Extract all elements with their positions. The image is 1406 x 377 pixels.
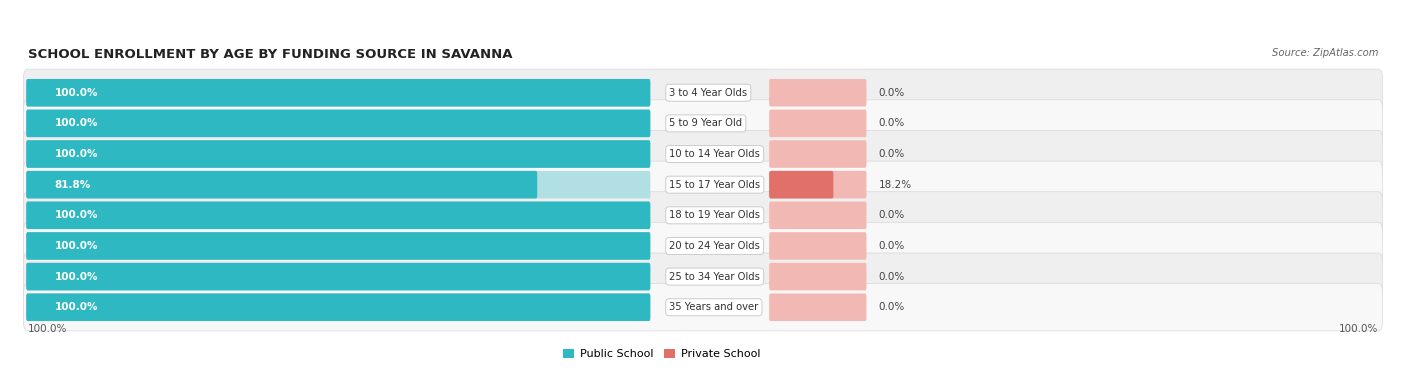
FancyBboxPatch shape [27, 171, 651, 198]
FancyBboxPatch shape [24, 161, 1382, 208]
Text: 100.0%: 100.0% [55, 118, 98, 129]
Text: 0.0%: 0.0% [879, 118, 905, 129]
FancyBboxPatch shape [27, 293, 651, 321]
FancyBboxPatch shape [769, 293, 866, 321]
Text: 0.0%: 0.0% [879, 88, 905, 98]
FancyBboxPatch shape [27, 263, 651, 290]
FancyBboxPatch shape [27, 263, 651, 290]
FancyBboxPatch shape [769, 110, 866, 137]
FancyBboxPatch shape [24, 69, 1382, 116]
FancyBboxPatch shape [769, 79, 866, 107]
FancyBboxPatch shape [769, 171, 834, 198]
FancyBboxPatch shape [769, 140, 866, 168]
FancyBboxPatch shape [24, 284, 1382, 331]
FancyBboxPatch shape [27, 293, 651, 321]
FancyBboxPatch shape [27, 110, 651, 137]
Text: 100.0%: 100.0% [55, 302, 98, 312]
FancyBboxPatch shape [769, 171, 866, 198]
Text: 0.0%: 0.0% [879, 210, 905, 220]
FancyBboxPatch shape [27, 140, 651, 168]
Text: 10 to 14 Year Olds: 10 to 14 Year Olds [669, 149, 761, 159]
FancyBboxPatch shape [769, 202, 866, 229]
FancyBboxPatch shape [24, 130, 1382, 178]
Text: 18.2%: 18.2% [879, 180, 911, 190]
Text: 0.0%: 0.0% [879, 302, 905, 312]
Text: 20 to 24 Year Olds: 20 to 24 Year Olds [669, 241, 761, 251]
Text: 100.0%: 100.0% [55, 88, 98, 98]
FancyBboxPatch shape [769, 263, 866, 290]
FancyBboxPatch shape [769, 232, 866, 260]
Text: 100.0%: 100.0% [55, 149, 98, 159]
FancyBboxPatch shape [27, 171, 537, 198]
FancyBboxPatch shape [27, 79, 651, 107]
Text: 100.0%: 100.0% [55, 271, 98, 282]
FancyBboxPatch shape [27, 202, 651, 229]
FancyBboxPatch shape [24, 222, 1382, 270]
Text: 5 to 9 Year Old: 5 to 9 Year Old [669, 118, 742, 129]
Text: 0.0%: 0.0% [879, 241, 905, 251]
Text: 35 Years and over: 35 Years and over [669, 302, 758, 312]
Text: 100.0%: 100.0% [1339, 324, 1378, 334]
Text: 15 to 17 Year Olds: 15 to 17 Year Olds [669, 180, 761, 190]
Text: SCHOOL ENROLLMENT BY AGE BY FUNDING SOURCE IN SAVANNA: SCHOOL ENROLLMENT BY AGE BY FUNDING SOUR… [28, 48, 512, 61]
FancyBboxPatch shape [27, 232, 651, 260]
Text: 18 to 19 Year Olds: 18 to 19 Year Olds [669, 210, 761, 220]
Text: 100.0%: 100.0% [55, 210, 98, 220]
FancyBboxPatch shape [24, 253, 1382, 300]
FancyBboxPatch shape [27, 232, 651, 260]
Text: 3 to 4 Year Olds: 3 to 4 Year Olds [669, 88, 748, 98]
FancyBboxPatch shape [27, 79, 651, 107]
Text: 100.0%: 100.0% [28, 324, 67, 334]
Text: 0.0%: 0.0% [879, 149, 905, 159]
FancyBboxPatch shape [27, 202, 651, 229]
Text: 81.8%: 81.8% [55, 180, 91, 190]
FancyBboxPatch shape [24, 100, 1382, 147]
FancyBboxPatch shape [27, 110, 651, 137]
Legend: Public School, Private School: Public School, Private School [558, 344, 765, 363]
Text: 25 to 34 Year Olds: 25 to 34 Year Olds [669, 271, 761, 282]
Text: Source: ZipAtlas.com: Source: ZipAtlas.com [1272, 48, 1378, 58]
FancyBboxPatch shape [24, 192, 1382, 239]
FancyBboxPatch shape [27, 140, 651, 168]
Text: 0.0%: 0.0% [879, 271, 905, 282]
Text: 100.0%: 100.0% [55, 241, 98, 251]
